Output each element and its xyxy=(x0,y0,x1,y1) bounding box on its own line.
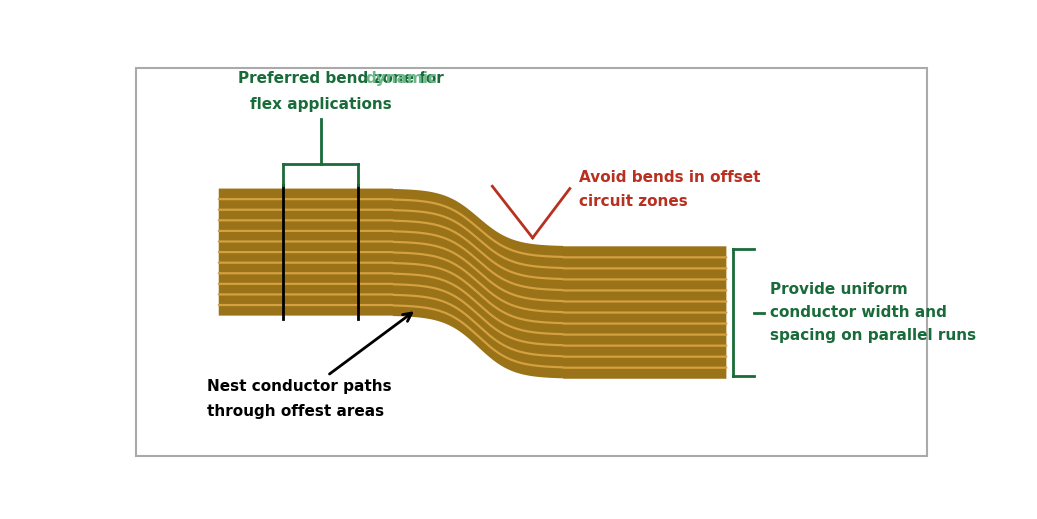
Polygon shape xyxy=(219,188,726,379)
Text: flex applications: flex applications xyxy=(250,98,392,112)
Text: Provide uniform: Provide uniform xyxy=(769,282,907,297)
Text: spacing on parallel runs: spacing on parallel runs xyxy=(769,328,976,343)
Text: conductor width and: conductor width and xyxy=(769,305,947,320)
Text: Avoid bends in offset: Avoid bends in offset xyxy=(579,170,760,185)
Text: Nest conductor paths: Nest conductor paths xyxy=(207,379,392,394)
Text: dynamic: dynamic xyxy=(366,71,438,86)
Text: Preferred bend zone for: Preferred bend zone for xyxy=(239,71,449,86)
FancyBboxPatch shape xyxy=(136,69,927,456)
Text: through offest areas: through offest areas xyxy=(207,404,385,419)
Text: circuit zones: circuit zones xyxy=(579,194,688,209)
